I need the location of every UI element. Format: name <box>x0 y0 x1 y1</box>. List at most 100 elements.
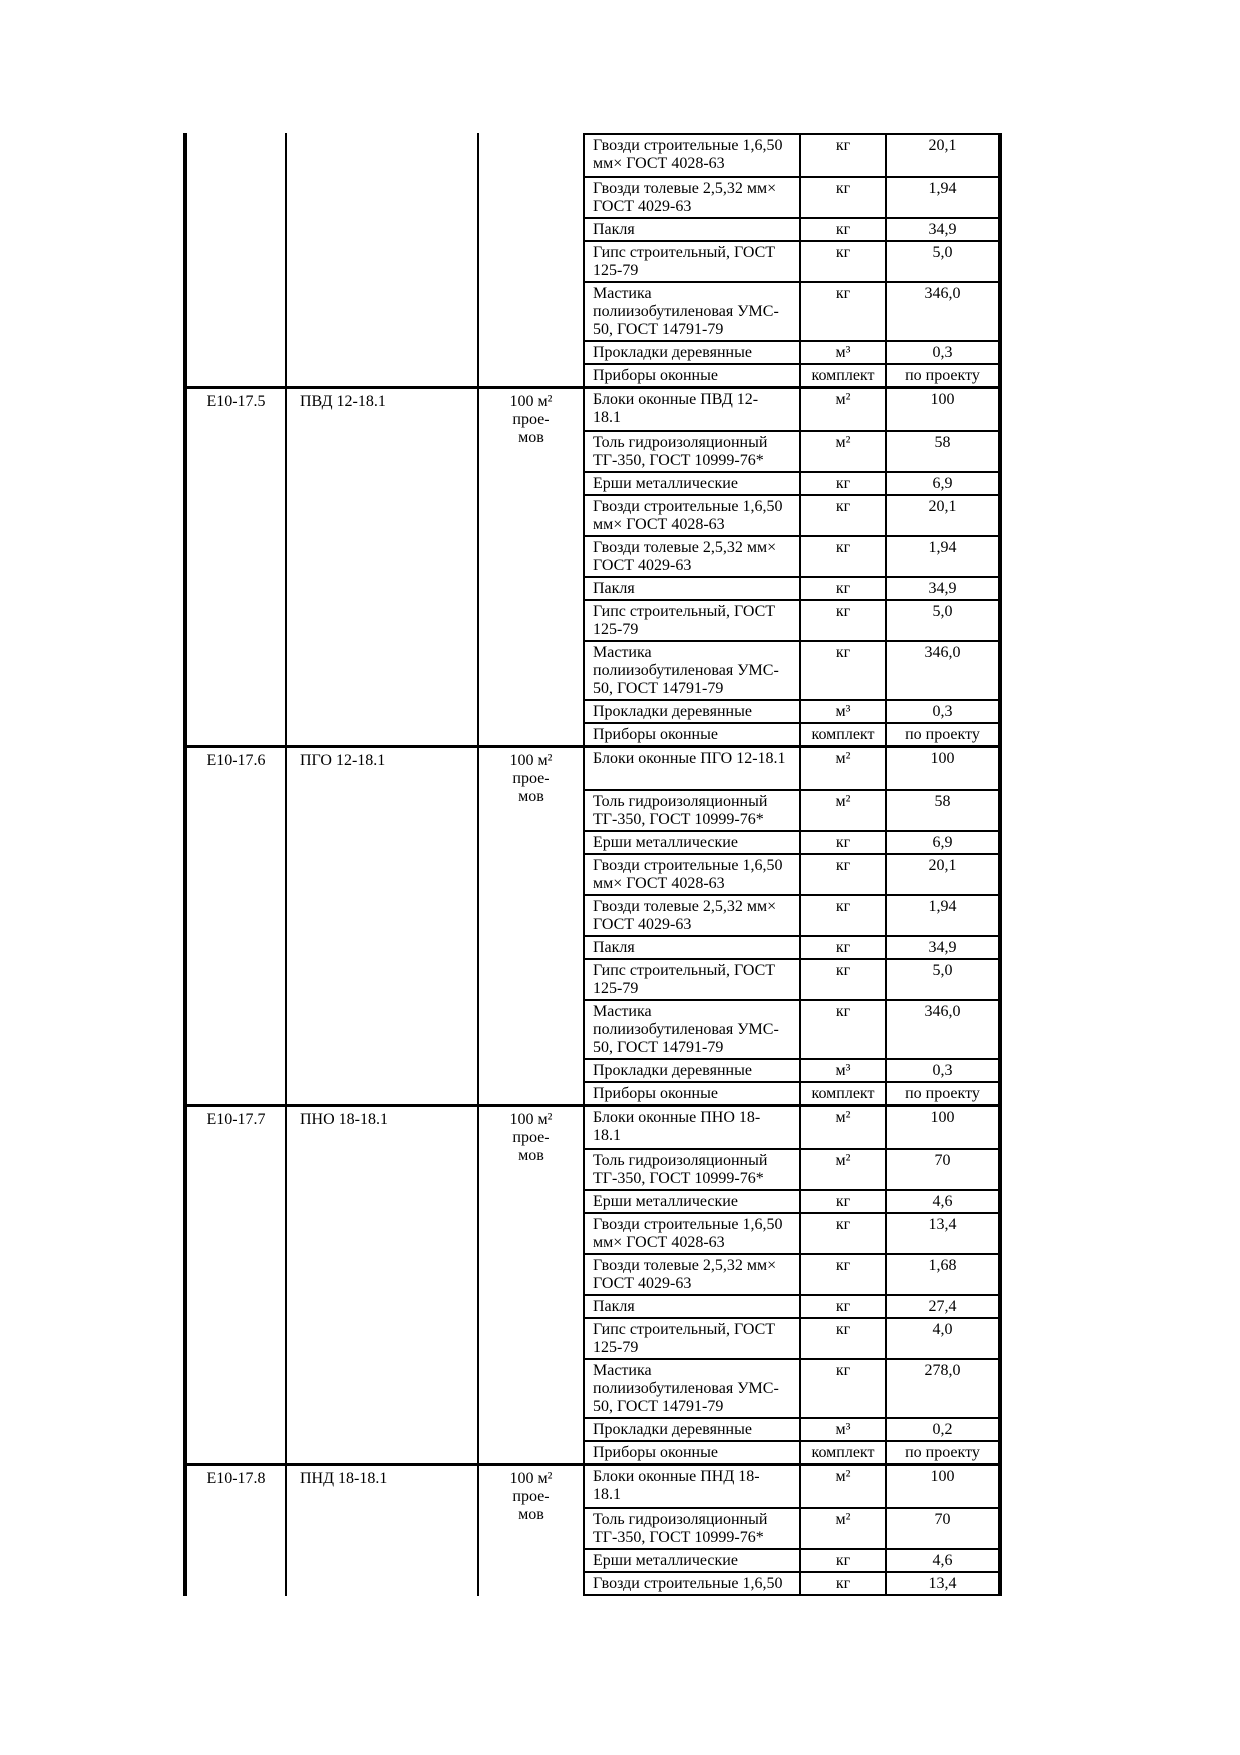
material-row: Прокладки деревянные м³ 0,3 <box>585 342 998 365</box>
materials-subtable: Гвозди строительные 1,6,50 мм× ГОСТ 4028… <box>585 133 998 386</box>
material-name: Прокладки деревянные <box>585 1060 801 1081</box>
material-unit: кг <box>801 937 887 958</box>
material-row: Толь гидроизоляционный ТГ-350, ГОСТ 1099… <box>585 1150 998 1191</box>
material-unit: кг <box>801 642 887 699</box>
material-row: Толь гидроизоляционный ТГ-350, ГОСТ 1099… <box>585 432 998 473</box>
material-quantity: 5,0 <box>932 603 953 620</box>
item-measure-unit: 100 м² прое- мов <box>479 1107 585 1463</box>
item-code: Е10-17.8 <box>187 1466 287 1596</box>
material-row: Блоки оконные ПГО 12-18.1 м² 100 <box>585 748 998 791</box>
material-quantity: по проекту <box>905 726 980 743</box>
material-row: Мастика полиизобутиленовая УМС- 50, ГОСТ… <box>585 283 998 342</box>
item-code: Е10-17.7 <box>187 1107 287 1463</box>
material-quantity: 4,6 <box>932 1193 953 1210</box>
materials-subtable: Блоки оконные ПВД 12- 18.1 м² 100 Толь г… <box>585 389 998 745</box>
material-quantity: 1,68 <box>928 1257 957 1274</box>
material-unit: кг <box>801 219 887 240</box>
material-unit: кг <box>801 855 887 894</box>
material-name: Гипс строительный, ГОСТ 125-79 <box>585 960 801 999</box>
material-name: Прокладки деревянные <box>585 701 801 722</box>
material-quantity: 100 <box>930 1468 955 1485</box>
material-quantity: 20,1 <box>928 137 957 154</box>
material-unit: кг <box>801 1214 887 1253</box>
table-row-group: Е10-17.6 ПГО 12-18.1 100 м² прое- мов Бл… <box>187 745 998 1104</box>
material-unit: м³ <box>801 1060 887 1081</box>
material-name: Гвозди строительные 1,6,50 мм× ГОСТ 4028… <box>585 855 801 894</box>
material-name: Гвозди строительные 1,6,50 мм× ГОСТ 4028… <box>585 1214 801 1253</box>
material-name: Приборы оконные <box>585 1083 801 1104</box>
material-unit: м² <box>801 1466 887 1507</box>
item-code: Е10-17.5 <box>187 389 287 745</box>
material-unit: кг <box>801 1191 887 1212</box>
material-name: Мастика полиизобутиленовая УМС- 50, ГОСТ… <box>585 283 801 340</box>
item-measure-unit: 100 м² прое- мов <box>479 389 585 745</box>
material-name: Ерши металлические <box>585 1191 801 1212</box>
material-unit: м² <box>801 389 887 430</box>
material-name: Гвозди строительные 1,6,50 мм× ГОСТ 4028… <box>585 496 801 535</box>
material-quantity: 5,0 <box>932 244 953 261</box>
material-quantity: 34,9 <box>928 221 957 238</box>
material-unit: кг <box>801 1296 887 1317</box>
material-name: Ерши металлические <box>585 832 801 853</box>
material-unit: кг <box>801 896 887 935</box>
material-row: Приборы оконные комплект по проекту <box>585 724 998 745</box>
material-unit: кг <box>801 832 887 853</box>
material-name: Мастика полиизобутиленовая УМС- 50, ГОСТ… <box>585 1001 801 1058</box>
material-name: Ерши металлические <box>585 473 801 494</box>
material-name: Пакля <box>585 1296 801 1317</box>
item-name: ПГО 12-18.1 <box>287 748 479 1104</box>
material-unit: м² <box>801 1107 887 1148</box>
material-name: Гипс строительный, ГОСТ 125-79 <box>585 242 801 281</box>
material-row: Ерши металлические кг 6,9 <box>585 473 998 496</box>
material-name: Гипс строительный, ГОСТ 125-79 <box>585 1319 801 1358</box>
material-row: Блоки оконные ПНО 18- 18.1 м² 100 <box>585 1107 998 1150</box>
item-name: ПВД 12-18.1 <box>287 389 479 745</box>
material-row: Гипс строительный, ГОСТ 125-79 кг 5,0 <box>585 601 998 642</box>
item-code <box>187 133 287 386</box>
material-row: Мастика полиизобутиленовая УМС- 50, ГОСТ… <box>585 1360 998 1419</box>
material-unit: кг <box>801 578 887 599</box>
material-row: Гипс строительный, ГОСТ 125-79 кг 4,0 <box>585 1319 998 1360</box>
table-row-group: Гвозди строительные 1,6,50 мм× ГОСТ 4028… <box>187 133 998 386</box>
material-row: Ерши металлические кг 6,9 <box>585 832 998 855</box>
item-name: ПНО 18-18.1 <box>287 1107 479 1463</box>
material-row: Пакля кг 27,4 <box>585 1296 998 1319</box>
material-quantity: 346,0 <box>924 1003 961 1020</box>
item-name <box>287 133 479 386</box>
materials-subtable: Блоки оконные ПНД 18- 18.1 м² 100 Толь г… <box>585 1466 998 1596</box>
material-name: Мастика полиизобутиленовая УМС- 50, ГОСТ… <box>585 1360 801 1417</box>
material-row: Гвозди толевые 2,5,32 мм× ГОСТ 4029-63 к… <box>585 178 998 219</box>
material-row: Ерши металлические кг 4,6 <box>585 1550 998 1573</box>
material-unit: м³ <box>801 1419 887 1440</box>
material-quantity: 5,0 <box>932 962 953 979</box>
material-quantity: 20,1 <box>928 498 957 515</box>
material-quantity: 100 <box>930 750 955 767</box>
item-measure-unit: 100 м² прое- мов <box>479 748 585 1104</box>
material-row: Блоки оконные ПНД 18- 18.1 м² 100 <box>585 1466 998 1509</box>
material-name: Толь гидроизоляционный ТГ-350, ГОСТ 1099… <box>585 791 801 830</box>
material-row: Приборы оконные комплект по проекту <box>585 365 998 386</box>
material-quantity: 100 <box>930 391 955 408</box>
material-name: Гвозди строительные 1,6,50 мм× ГОСТ 4028… <box>585 135 801 176</box>
material-name: Приборы оконные <box>585 365 801 386</box>
material-unit: комплект <box>801 1083 887 1104</box>
material-row: Гвозди толевые 2,5,32 мм× ГОСТ 4029-63 к… <box>585 537 998 578</box>
material-quantity: 1,94 <box>928 898 957 915</box>
material-quantity: 1,94 <box>928 180 957 197</box>
material-unit: кг <box>801 1573 887 1594</box>
material-name: Толь гидроизоляционный ТГ-350, ГОСТ 1099… <box>585 432 801 471</box>
material-row: Гвозди строительные 1,6,50 мм× ГОСТ 4028… <box>585 855 998 896</box>
material-row: Гвозди строительные 1,6,50 кг 13,4 <box>585 1573 998 1596</box>
material-quantity: 0,3 <box>932 703 953 720</box>
material-quantity: 346,0 <box>924 285 961 302</box>
material-row: Прокладки деревянные м³ 0,2 <box>585 1419 998 1442</box>
material-unit: кг <box>801 537 887 576</box>
material-quantity: 20,1 <box>928 857 957 874</box>
material-row: Пакля кг 34,9 <box>585 937 998 960</box>
material-row: Гипс строительный, ГОСТ 125-79 кг 5,0 <box>585 960 998 1001</box>
material-quantity: по проекту <box>905 1444 980 1461</box>
materials-subtable: Блоки оконные ПГО 12-18.1 м² 100 Толь ги… <box>585 748 998 1104</box>
material-quantity: 70 <box>934 1511 951 1528</box>
material-name: Гвозди строительные 1,6,50 <box>585 1573 801 1594</box>
materials-subtable: Блоки оконные ПНО 18- 18.1 м² 100 Толь г… <box>585 1107 998 1463</box>
